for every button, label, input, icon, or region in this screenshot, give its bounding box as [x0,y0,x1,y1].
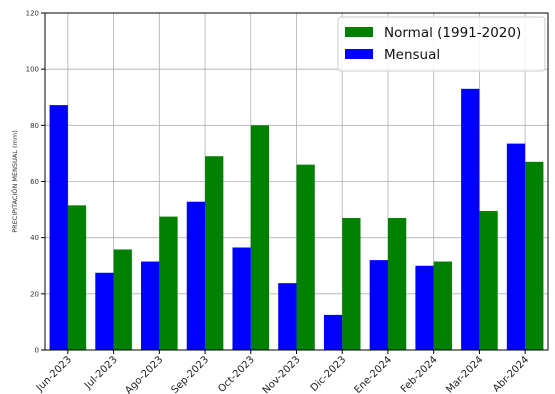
bar-normal [342,218,361,350]
bar-normal [250,125,270,350]
legend-label-mensual: Mensual [384,47,440,63]
x-tick-label: Jul-2023 [82,354,120,392]
bar-normal [433,261,452,350]
bar-normal [67,205,87,350]
legend-box [337,16,546,72]
bar-mensual [95,272,114,350]
x-tick-label: Ago-2023 [123,354,165,394]
bar-normal [479,210,498,350]
bar-mensual [232,247,251,350]
bar-normal [387,218,407,350]
y-tick-label: 40 [30,234,39,242]
legend: Normal (1991-2020) Mensual [337,16,546,72]
x-tick-label: Nov-2023 [261,354,303,394]
y-tick-labels: 0 20 40 60 80 100 120 [26,10,39,355]
bars-layer [49,88,544,350]
bar-mensual [141,261,160,350]
plot-frame [44,12,549,351]
bar-mensual [461,88,480,350]
y-tick-label: 80 [30,122,39,130]
bar-normal [159,216,178,350]
y-axis-label: PRECIPITACIÓN MENSUAL (mm) [10,130,19,232]
bar-mensual [415,265,434,350]
x-tick-label: Oct-2023 [216,354,257,394]
y-tick-label: 60 [30,178,39,186]
x-tick-label: Jun-2023 [34,354,74,394]
bar-normal [205,156,224,350]
y-tick-label: 120 [26,10,39,18]
y-tick-label: 20 [30,290,39,298]
legend-swatch-mensual [345,49,373,59]
x-tick-label: Feb-2024 [399,354,440,394]
x-tick-label: Mar-2024 [444,354,485,394]
bar-normal [113,249,132,350]
x-tick-label: Ene-2024 [352,354,394,394]
bar-mensual [186,201,206,350]
x-tick-label: Sep-2023 [170,354,212,394]
x-tick-labels: Jun-2023 Jul-2023 Ago-2023 Sep-2023 Oct-2023… [34,354,531,394]
bar-mensual [506,143,526,350]
legend-swatch-normal [345,27,373,37]
bar-normal [525,161,544,350]
bar-mensual [49,105,68,350]
y-tick-label: 100 [26,66,39,74]
x-tick-label: Dic-2023 [309,354,349,394]
bar-mensual [323,314,343,350]
bar-mensual [278,283,297,350]
legend-label-normal: Normal (1991-2020) [384,25,521,41]
x-tick-label: Abr-2024 [491,354,531,394]
bar-normal [296,164,315,350]
bar-mensual [369,260,388,350]
y-tick-label: 0 [35,347,39,355]
